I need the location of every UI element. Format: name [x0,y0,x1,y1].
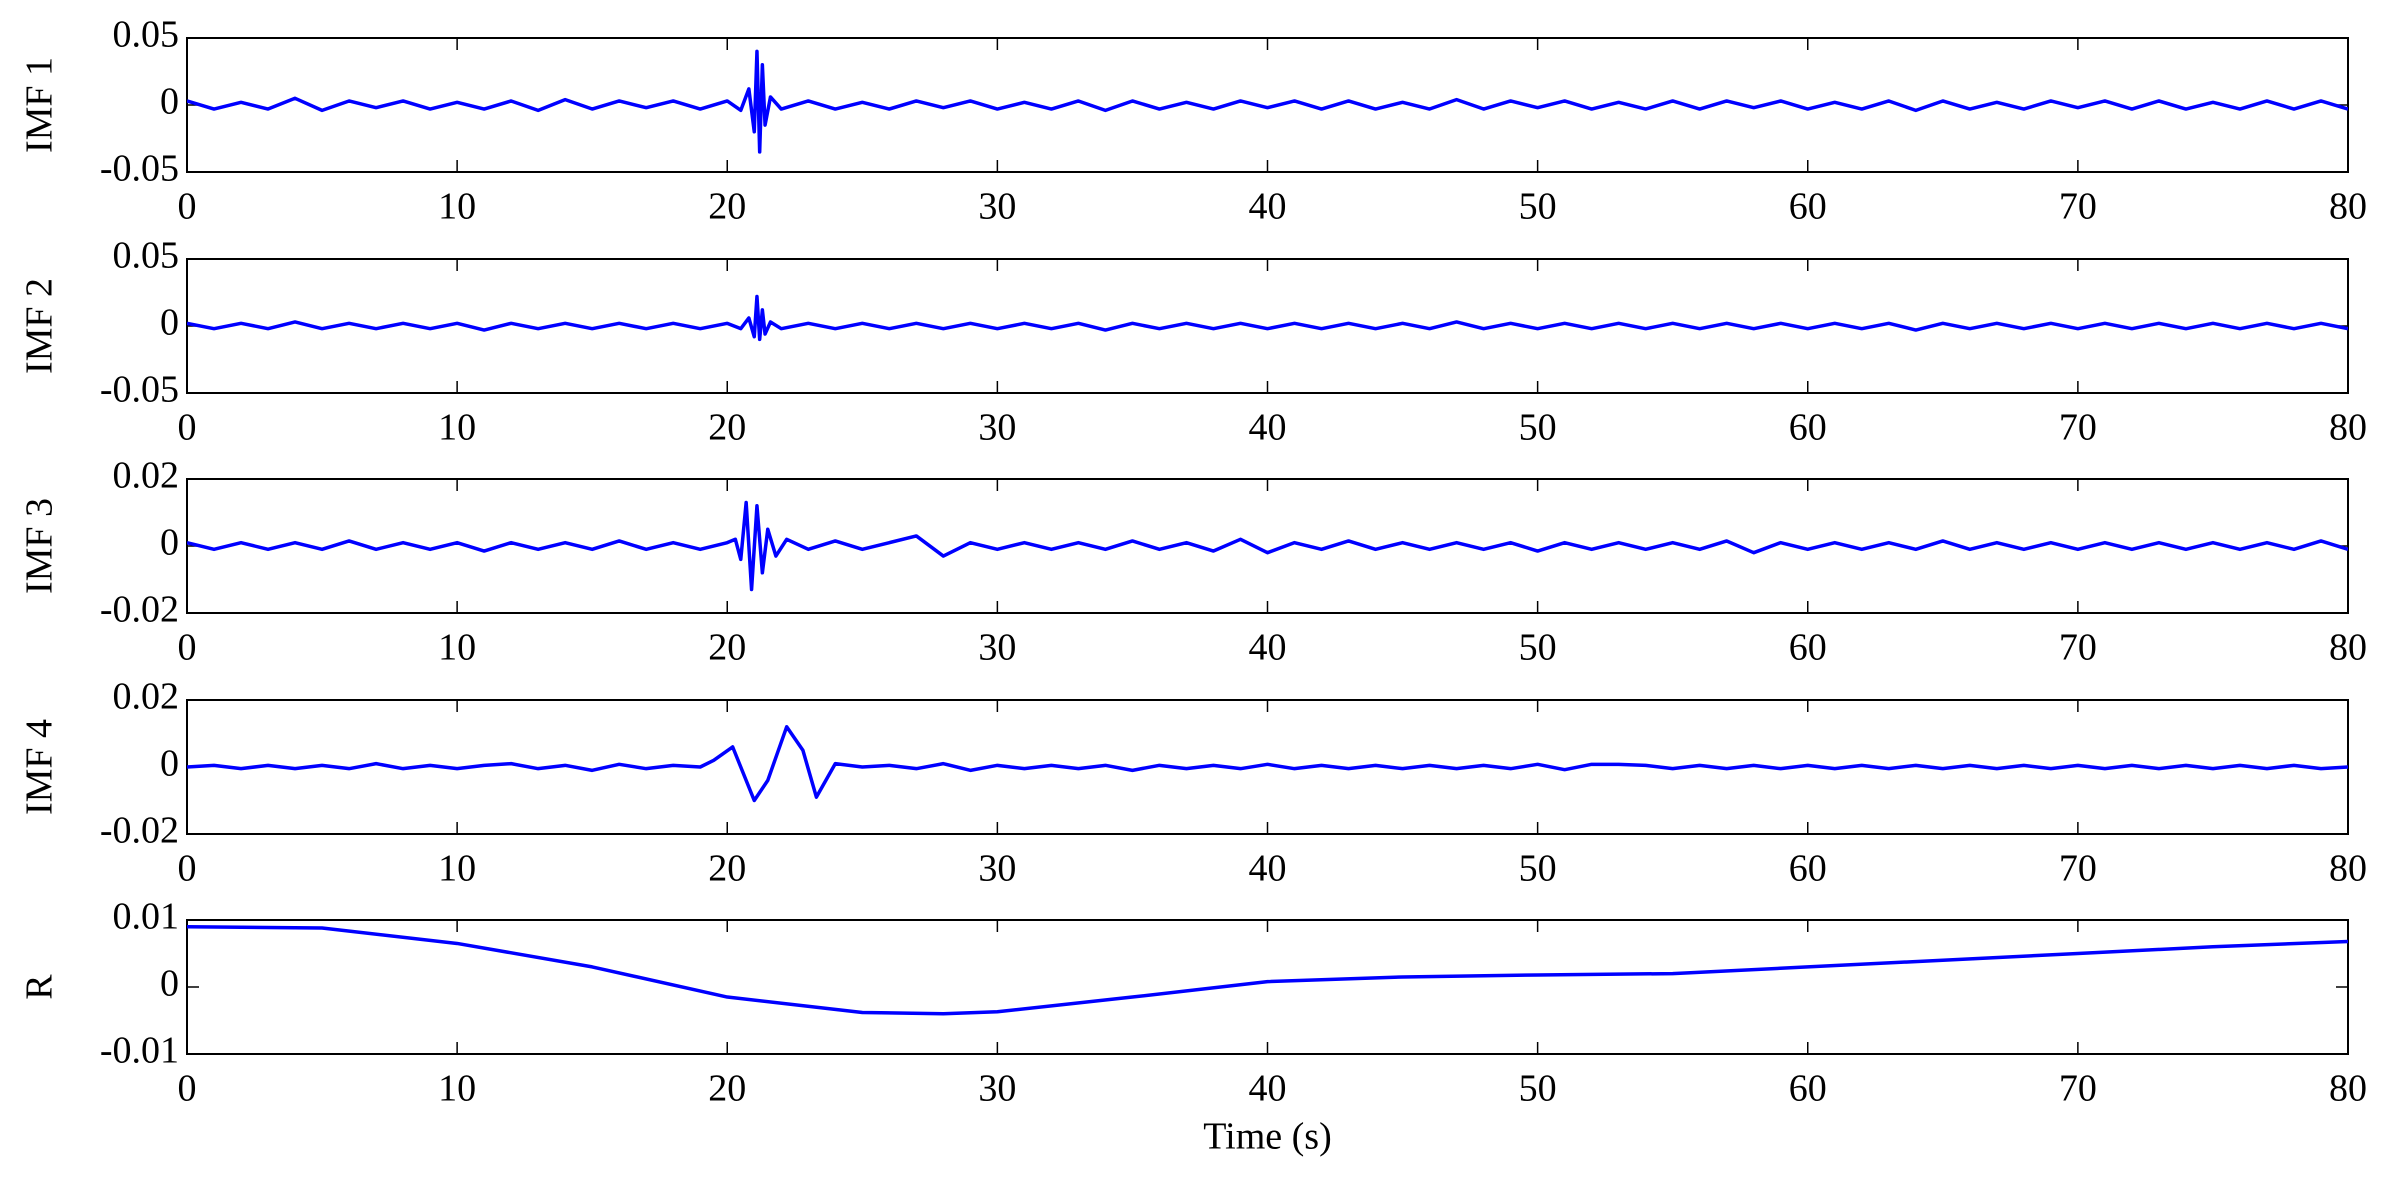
x-tick-label: 20 [708,186,746,228]
x-tick-label: 30 [978,407,1016,449]
x-tick-label: 80 [2329,407,2367,449]
y-tick-label: -0.05 [100,148,179,190]
x-tick-label: 60 [1789,1068,1827,1110]
y-axis-label: IMF 1 [19,57,61,153]
x-tick-label: 80 [2329,1068,2367,1110]
x-tick-label: 40 [1249,627,1287,669]
x-tick-label: 50 [1519,848,1557,890]
x-tick-label: 30 [978,1068,1016,1110]
x-tick-label: 40 [1249,848,1287,890]
y-axis-label: IMF 2 [19,278,61,374]
x-tick-label: 20 [708,1068,746,1110]
x-tick-label: 10 [438,848,476,890]
x-tick-label: 30 [978,848,1016,890]
y-tick-label: 0.05 [113,235,180,277]
x-tick-label: 0 [178,186,197,228]
x-axis-label: Time (s) [1203,1116,1331,1158]
x-tick-label: 30 [978,186,1016,228]
signal-line [187,49,2348,154]
x-tick-label: 50 [1519,186,1557,228]
x-tick-label: 70 [2059,1068,2097,1110]
x-tick-label: 50 [1519,1068,1557,1110]
signal-line [187,500,2348,592]
x-tick-label: 80 [2329,848,2367,890]
y-axis-label: R [19,974,61,1000]
y-tick-label: 0.02 [113,676,180,718]
x-tick-label: 80 [2329,186,2367,228]
y-tick-label: 0.05 [113,14,180,56]
x-tick-label: 40 [1249,407,1287,449]
x-tick-label: 70 [2059,186,2097,228]
x-tick-label: 0 [178,848,197,890]
plot-frame [186,37,2349,173]
x-tick-label: 60 [1789,407,1827,449]
x-tick-label: 40 [1249,1068,1287,1110]
x-tick-label: 20 [708,848,746,890]
x-tick-label: 60 [1789,186,1827,228]
y-tick-label: 0 [160,81,179,123]
x-tick-label: 70 [2059,407,2097,449]
y-tick-label: 0 [160,302,179,344]
x-tick-label: 10 [438,186,476,228]
y-tick-label: 0.01 [113,896,180,938]
x-tick-label: 70 [2059,627,2097,669]
y-tick-label: -0.05 [100,369,179,411]
y-axis-label: IMF 4 [19,719,61,815]
y-axis-label: IMF 3 [19,498,61,594]
y-tick-label: 0 [160,522,179,564]
signal-line [187,294,2348,342]
x-tick-label: 20 [708,407,746,449]
x-tick-label: 0 [178,407,197,449]
x-tick-label: 10 [438,1068,476,1110]
plot-frame [186,478,2349,614]
y-tick-label: 0.02 [113,455,180,497]
x-tick-label: 10 [438,627,476,669]
x-tick-label: 40 [1249,186,1287,228]
y-tick-label: -0.02 [100,589,179,631]
y-tick-label: -0.02 [100,810,179,852]
x-tick-label: 50 [1519,407,1557,449]
plot-frame [186,919,2349,1055]
x-tick-label: 60 [1789,848,1827,890]
signal-line [187,924,2348,1016]
x-tick-label: 0 [178,627,197,669]
x-tick-label: 60 [1789,627,1827,669]
x-tick-label: 80 [2329,627,2367,669]
x-tick-label: 50 [1519,627,1557,669]
x-tick-label: 30 [978,627,1016,669]
x-tick-label: 0 [178,1068,197,1110]
signal-line [187,725,2348,803]
y-tick-label: 0 [160,743,179,785]
y-tick-label: -0.01 [100,1030,179,1072]
plot-frame [186,258,2349,394]
x-tick-label: 20 [708,627,746,669]
x-tick-label: 10 [438,407,476,449]
x-tick-label: 70 [2059,848,2097,890]
y-tick-label: 0 [160,963,179,1005]
